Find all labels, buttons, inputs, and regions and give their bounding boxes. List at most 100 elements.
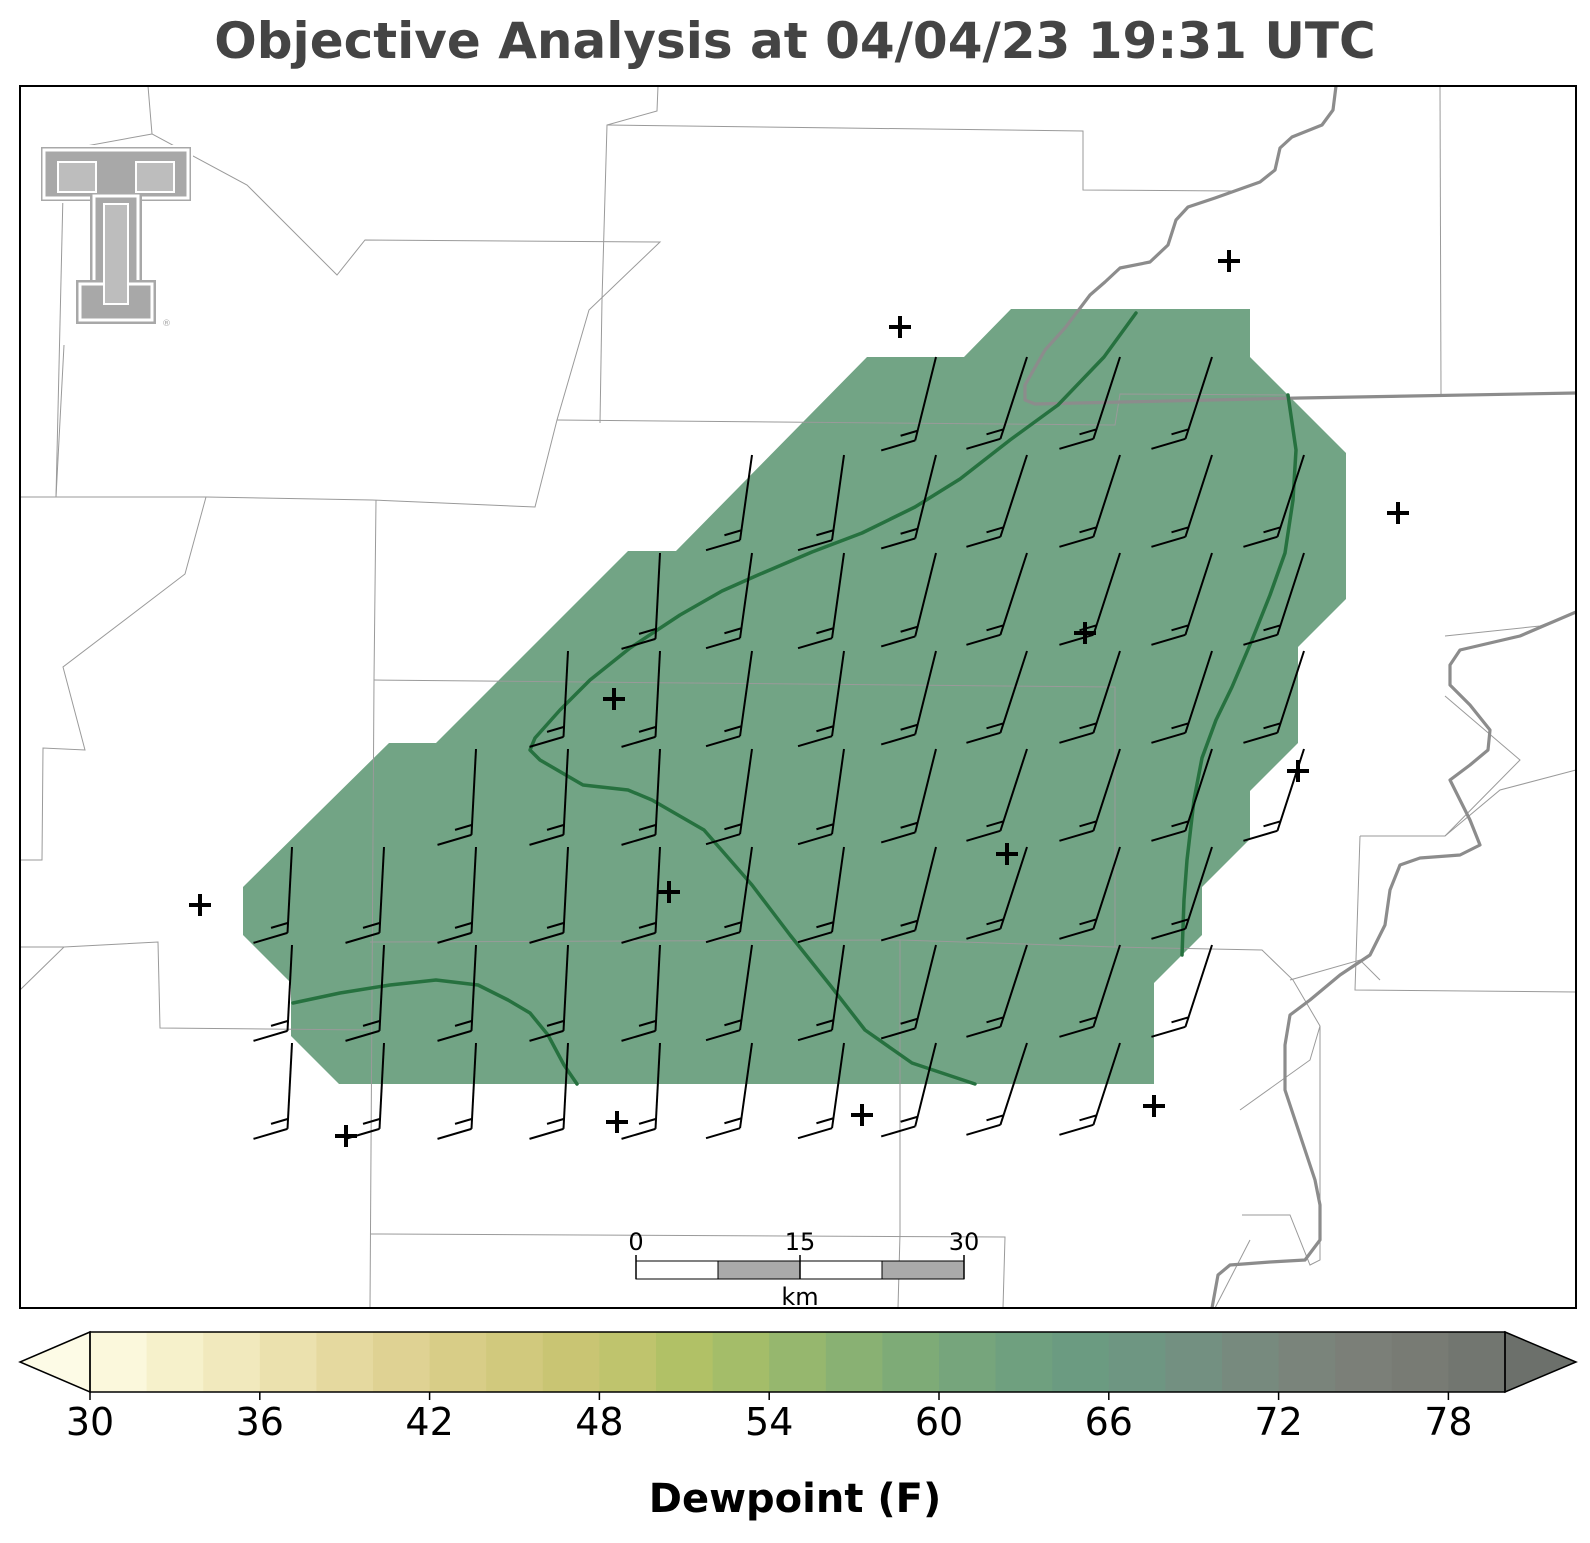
- scale-tick-15: 15: [785, 1228, 816, 1256]
- boundary-lines: [291, 311, 1298, 1086]
- wind-barb-icon: [880, 748, 937, 844]
- colorbar-bin: [882, 1332, 940, 1392]
- wind-barb-icon: [529, 846, 569, 944]
- colorbar-bin: [259, 1332, 317, 1392]
- wind-barb-icon: [705, 1042, 753, 1140]
- wind-barb-icon: [1059, 1042, 1121, 1136]
- wind-barb-icon: [880, 846, 937, 942]
- colorbar-bin: [712, 1332, 770, 1392]
- scale-bar: 0 15 30 km: [628, 1228, 979, 1311]
- wind-barb-icon: [797, 846, 845, 944]
- wind-barb-icon: [345, 846, 385, 944]
- logo-registered-mark: ®: [162, 319, 171, 329]
- wind-barb-icon: [705, 748, 753, 846]
- station-plus-icon: [189, 894, 211, 916]
- wind-barb-icon: [253, 944, 293, 1042]
- wind-barb-icon: [705, 944, 753, 1042]
- wind-barb-icon: [797, 650, 845, 748]
- wind-barb-icon: [705, 846, 753, 944]
- wind-barb-icon: [966, 944, 1028, 1038]
- colorbar-tick-label: 60: [915, 1400, 963, 1444]
- wind-barb-icon: [1243, 552, 1305, 646]
- station-markers: [189, 250, 1409, 1147]
- colorbar-tick-label: 36: [236, 1400, 284, 1444]
- station-plus-icon: [335, 1125, 357, 1147]
- colorbar-bin: [486, 1332, 544, 1392]
- colorbar-bin: [769, 1332, 827, 1392]
- colorbar-bin: [542, 1332, 600, 1392]
- colorbar-tick-label: 72: [1254, 1400, 1302, 1444]
- wind-barb-icon: [966, 356, 1028, 450]
- wind-barb-icon: [880, 944, 937, 1040]
- wind-barb-icon: [253, 846, 293, 944]
- station-plus-icon: [606, 1111, 628, 1133]
- wind-barb-icon: [966, 1042, 1028, 1136]
- wind-barb-icon: [253, 1042, 293, 1140]
- wind-barb-icon: [966, 650, 1028, 744]
- colorbar-bin: [146, 1332, 204, 1392]
- colorbar-tick-label: 78: [1424, 1400, 1472, 1444]
- river-lines: [1023, 86, 1576, 1308]
- wind-barb-icon: [1243, 454, 1305, 548]
- colorbar-bin: [429, 1332, 487, 1392]
- wind-barb-icon: [345, 944, 385, 1042]
- map-title: Objective Analysis at 04/04/23 19:31 UTC: [214, 12, 1376, 70]
- wind-barb-icon: [1151, 846, 1213, 940]
- wind-barb-icon: [621, 846, 661, 944]
- dewpoint-field: [243, 309, 1346, 1084]
- wind-barb-icon: [1059, 454, 1121, 548]
- station-plus-icon: [658, 881, 680, 903]
- wind-barb-icon: [880, 454, 937, 550]
- colorbar-tick-label: 66: [1085, 1400, 1133, 1444]
- wind-barb-icon: [437, 846, 477, 944]
- colorbar-bin: [939, 1332, 997, 1392]
- colorbar-bin: [1448, 1332, 1506, 1392]
- wind-barb-icon: [705, 454, 753, 552]
- wind-barb-icon: [437, 944, 477, 1042]
- wind-barb-icon: [880, 552, 937, 648]
- wind-barb-icon: [797, 1042, 845, 1140]
- wind-barb-icon: [1151, 454, 1213, 548]
- wind-barb-icon: [1151, 650, 1213, 744]
- wind-barb-icon: [621, 650, 661, 748]
- station-plus-icon: [1387, 502, 1409, 524]
- wind-barb-icon: [966, 454, 1028, 548]
- wind-barb-icon: [966, 552, 1028, 646]
- colorbar-bin: [1278, 1332, 1336, 1392]
- wind-barb-icon: [437, 1042, 477, 1140]
- colorbar-label: Dewpoint (F): [648, 1476, 942, 1522]
- wind-barb-icon: [880, 650, 937, 746]
- colorbar-bin: [1222, 1332, 1280, 1392]
- scale-tick-30: 30: [949, 1228, 980, 1256]
- wind-barb-icon: [1151, 356, 1213, 450]
- wind-barb-icon: [1059, 846, 1121, 940]
- wind-barb-icon: [880, 1042, 937, 1138]
- map-border: [19, 85, 1577, 1309]
- wind-barb-icon: [880, 356, 937, 452]
- texas-tech-logo: ®: [39, 145, 193, 329]
- wind-barb-icon: [1059, 748, 1121, 842]
- wind-barb-icon: [1059, 650, 1121, 744]
- county-lines: [20, 86, 1576, 1308]
- wind-barb-icon: [1151, 748, 1213, 842]
- wind-barb-icon: [797, 944, 845, 1042]
- colorbar-tick-label: 54: [745, 1400, 793, 1444]
- wind-barb-icon: [797, 552, 845, 650]
- station-plus-icon: [851, 1104, 873, 1126]
- wind-barb-icon: [529, 1042, 569, 1140]
- colorbar-bin: [995, 1332, 1053, 1392]
- colorbar-bin: [203, 1332, 261, 1392]
- wind-barb-icon: [966, 748, 1028, 842]
- wind-barb-icon: [437, 748, 477, 846]
- wind-barb-icon: [621, 552, 661, 650]
- colorbar-bin: [90, 1332, 148, 1392]
- colorbar-extend-high: [1504, 1330, 1578, 1394]
- wind-barb-icon: [966, 846, 1028, 940]
- colorbar-tick-label: 42: [405, 1400, 453, 1444]
- wind-barb-icon: [797, 748, 845, 846]
- wind-barb-icon: [705, 650, 753, 748]
- station-plus-icon: [1218, 250, 1240, 272]
- wind-barb-icon: [529, 748, 569, 846]
- colorbar-bin: [1052, 1332, 1110, 1392]
